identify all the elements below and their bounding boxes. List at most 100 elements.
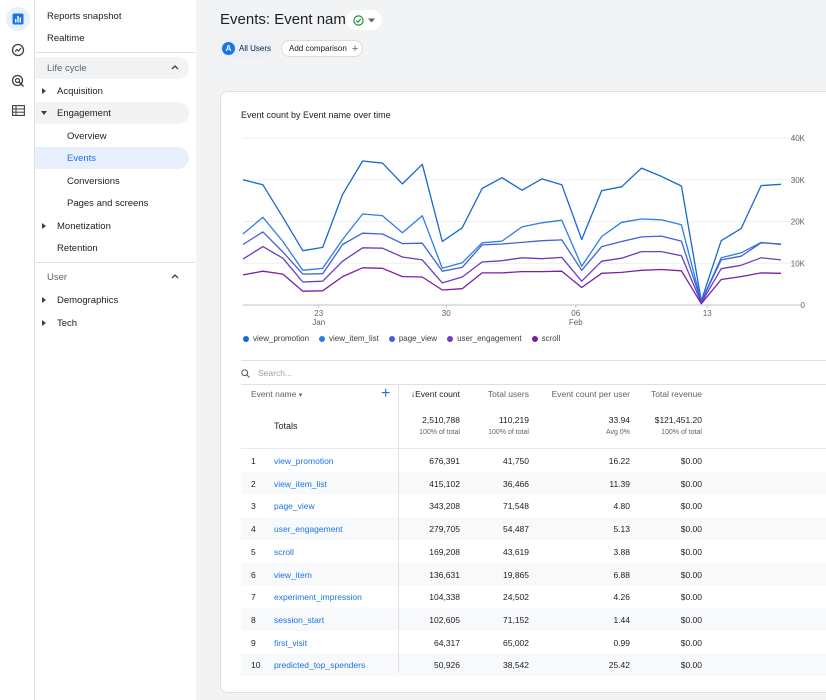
nav-events[interactable]: Events xyxy=(35,147,189,169)
nav-overview[interactable]: Overview xyxy=(35,125,189,147)
legend-item[interactable]: view_item_list xyxy=(319,334,379,343)
table-search[interactable]: Search... xyxy=(241,364,292,382)
column-header-event-name[interactable]: Event name ▾ xyxy=(251,389,302,399)
nav-retention[interactable]: Retention xyxy=(35,237,189,259)
total-users-cell: 19,865 xyxy=(503,569,529,580)
add-dimension-button[interactable]: + xyxy=(381,385,391,402)
row-index: 10 xyxy=(251,660,261,671)
nav-engagement[interactable]: Engagement xyxy=(35,102,189,124)
column-header-total-users[interactable]: Total users xyxy=(487,389,529,399)
nav-label: Acquisition xyxy=(57,85,103,97)
explore-icon[interactable] xyxy=(6,38,30,62)
nav-user[interactable]: User xyxy=(35,266,189,288)
report-card: Event count by Event name over time 40K 3… xyxy=(220,91,826,693)
table-row[interactable]: 10 predicted_top_spenders 50,926 38,542 25.4… xyxy=(241,653,826,676)
totals-revenue-sub: 100% of total xyxy=(661,429,702,436)
nav-demographics[interactable]: Demographics xyxy=(35,289,189,311)
x-tick-month-label: Feb xyxy=(569,318,583,327)
total-users-cell: 43,619 xyxy=(503,546,529,557)
search-input[interactable]: Search... xyxy=(258,368,293,378)
table-row[interactable]: 3 page_view 343,208 71,548 4.80 $0.00 xyxy=(241,494,826,517)
nav-pages-and-screens[interactable]: Pages and screens xyxy=(35,192,189,214)
segment-chip-all-users[interactable]: A All Users xyxy=(220,40,272,57)
legend-item[interactable]: page_view xyxy=(388,334,437,343)
legend-item[interactable]: user_engagement xyxy=(447,334,522,343)
report-nav: Reports snapshot Realtime Life cycle Acq… xyxy=(35,0,195,700)
nav-reports-snapshot[interactable]: Reports snapshot xyxy=(35,5,189,27)
event-name-link[interactable]: view_promotion xyxy=(274,456,334,466)
totals-revenue: $121,451.20 xyxy=(654,415,702,425)
caret-right-icon xyxy=(42,297,46,303)
event-name-link[interactable]: page_view xyxy=(274,501,315,512)
column-divider xyxy=(398,385,399,673)
configure-icon[interactable] xyxy=(6,98,30,122)
x-tick-label: 23 xyxy=(314,309,323,318)
column-header-event-count-per-user[interactable]: Event count per user xyxy=(551,389,630,399)
row-index: 6 xyxy=(251,569,256,580)
nav-label: Demographics xyxy=(57,294,119,306)
event-count-cell: 64,317 xyxy=(434,637,460,648)
header-label: Event count xyxy=(415,389,460,399)
column-header-event-count[interactable]: ↓Event count xyxy=(401,389,460,399)
table-row[interactable]: 7 experiment_impression 104,338 24,502 4.26 $… xyxy=(241,585,826,608)
per-user-cell: 16.22 xyxy=(608,456,630,466)
chart-legend: view_promotion view_item_list page_view use… xyxy=(243,334,560,343)
event-name-link[interactable]: view_item_list xyxy=(274,478,327,489)
add-comparison-button[interactable]: Add comparison + xyxy=(281,40,363,57)
event-name-link[interactable]: view_item xyxy=(274,569,312,580)
divider xyxy=(241,448,826,449)
event-name-link[interactable]: first_visit xyxy=(274,637,308,648)
report-status-chip[interactable] xyxy=(346,10,382,30)
main-content: Events: Event name A All Users Add compa… xyxy=(196,0,826,700)
series-line-view-item-list[interactable] xyxy=(242,213,782,303)
table-row[interactable]: 2 view_item_list 415,102 36,466 11.39 $0.00 xyxy=(241,471,826,495)
legend-swatch xyxy=(243,335,249,342)
event-name-link[interactable]: user_engagement xyxy=(274,524,343,535)
total-users-cell: 41,750 xyxy=(503,456,529,466)
nav-conversions[interactable]: Conversions xyxy=(35,170,189,192)
series-line-view-promotion[interactable] xyxy=(242,160,782,302)
total-users-cell: 71,152 xyxy=(503,614,529,625)
totals-per-user: 33.94 xyxy=(608,415,630,425)
totals-event-count: 2,510,788 xyxy=(422,415,460,425)
series-line-scroll[interactable] xyxy=(242,267,782,305)
nav-realtime[interactable]: Realtime xyxy=(35,27,189,49)
table-row[interactable]: 4 user_engagement 279,705 54,487 5.13 $0.00 xyxy=(241,517,826,540)
series-line-user-engagement[interactable] xyxy=(242,245,782,304)
table-row[interactable]: 5 scroll 169,208 43,619 3.88 $0.00 xyxy=(241,540,826,563)
dropdown-arrow-icon: ▾ xyxy=(298,392,303,399)
event-name-link[interactable]: predicted_top_spenders xyxy=(274,660,366,671)
column-header-total-revenue[interactable]: Total revenue xyxy=(650,389,702,399)
table-row[interactable]: 6 view_item 136,631 19,865 6.88 $0.00 xyxy=(241,562,826,586)
total-users-cell: 54,487 xyxy=(503,524,529,535)
advertising-icon[interactable] xyxy=(6,69,30,93)
legend-swatch xyxy=(388,335,395,342)
chevron-up-icon xyxy=(171,274,179,279)
total-users-cell: 36,466 xyxy=(503,478,529,489)
row-index: 9 xyxy=(251,637,256,648)
event-name-link[interactable]: session_start xyxy=(274,614,325,625)
totals-total-users: 110,219 xyxy=(498,415,529,425)
table-row[interactable]: 1 view_promotion 676,391 41,750 16.22 $0.00 xyxy=(241,449,826,472)
totals-total-users-sub: 100% of total xyxy=(488,429,529,436)
series-line-page-view[interactable] xyxy=(242,231,782,303)
reports-icon[interactable] xyxy=(6,7,30,31)
table-row[interactable]: 9 first_visit 64,317 65,002 0.99 $0.00 xyxy=(241,631,826,654)
event-name-link[interactable]: scroll xyxy=(274,546,294,557)
per-user-cell: 6.88 xyxy=(613,569,630,580)
nav-monetization[interactable]: Monetization xyxy=(35,215,189,237)
nav-acquisition[interactable]: Acquisition xyxy=(35,80,189,102)
event-count-cell: 104,338 xyxy=(429,592,460,603)
nav-life-cycle[interactable]: Life cycle xyxy=(35,57,189,79)
legend-item[interactable]: view_promotion xyxy=(243,334,309,343)
table-row[interactable]: 8 session_start 102,605 71,152 1.44 $0.00 xyxy=(241,607,826,631)
event-name-link[interactable]: experiment_impression xyxy=(274,592,362,603)
revenue-cell: $0.00 xyxy=(680,614,702,625)
nav-label: Reports snapshot xyxy=(47,10,122,22)
nav-tech[interactable]: Tech xyxy=(35,312,189,334)
search-icon xyxy=(241,368,250,378)
header-label: Event name xyxy=(251,389,297,399)
per-user-cell: 11.39 xyxy=(609,478,630,489)
legend-item[interactable]: scroll xyxy=(531,334,560,343)
